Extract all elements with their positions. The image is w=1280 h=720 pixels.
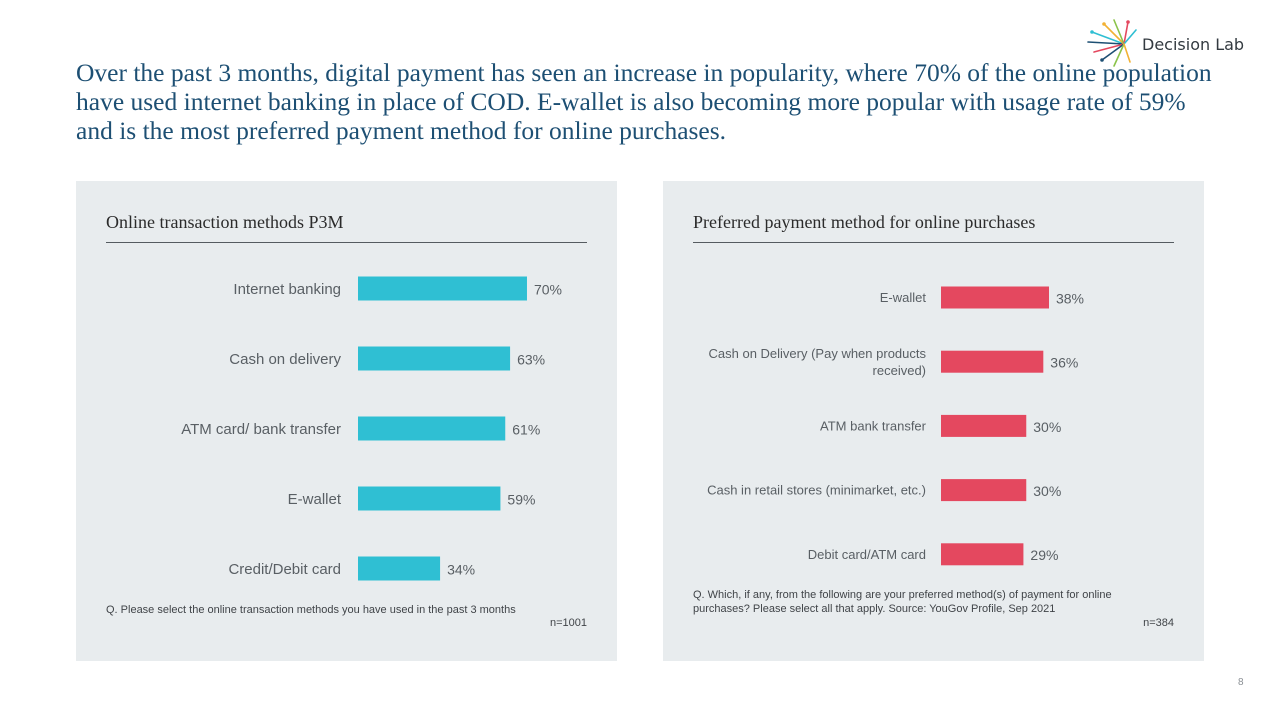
- category-label: Internet banking: [233, 281, 341, 298]
- right-bar-chart: E-wallet 38% Cash on Delivery (Pay when pr…: [707, 286, 1084, 566]
- bar: [358, 416, 506, 441]
- right-chart-panel: Preferred payment method for online purc…: [663, 181, 1204, 661]
- category-label: E-wallet: [880, 290, 927, 305]
- headline: Over the past 3 months, digital payment …: [76, 58, 1212, 145]
- bar: [941, 543, 1024, 566]
- logo-text: Decision Lab: [1142, 35, 1245, 54]
- bar: [941, 479, 1027, 502]
- bar: [941, 414, 1027, 437]
- category-label: Cash on delivery: [229, 351, 341, 368]
- left-chart-title: Online transaction methods P3M: [106, 212, 587, 243]
- value-label: 34%: [447, 561, 475, 577]
- value-label: 59%: [507, 491, 535, 507]
- right-footnote: Q. Which, if any, from the following are…: [693, 589, 1112, 615]
- value-label: 38%: [1056, 290, 1084, 306]
- category-label: Cash on Delivery (Pay when products recei…: [709, 346, 927, 378]
- value-label: 30%: [1033, 483, 1061, 499]
- value-label: 30%: [1033, 419, 1061, 435]
- value-label: 29%: [1030, 547, 1058, 563]
- category-label: Credit/Debit card: [228, 561, 341, 578]
- bar: [358, 276, 527, 301]
- value-label: 70%: [534, 281, 562, 297]
- bar: [358, 346, 511, 371]
- category-label: ATM bank transfer: [820, 418, 927, 433]
- page-number: 8: [1238, 677, 1244, 688]
- bar: [358, 556, 441, 581]
- bar: [358, 486, 501, 511]
- value-label: 63%: [517, 351, 545, 367]
- category-label: Debit card/ATM card: [808, 547, 926, 562]
- bar: [941, 286, 1049, 309]
- left-bar-chart: Internet banking 70% Cash on delivery 63% AT…: [181, 276, 562, 581]
- left-chart-panel: Online transaction methods P3M Internet …: [76, 181, 617, 661]
- value-label: 36%: [1050, 355, 1078, 371]
- right-chart-title: Preferred payment method for online purc…: [693, 212, 1174, 243]
- starburst-logo-icon: [1087, 19, 1137, 67]
- right-sample-size: n=384: [1143, 617, 1174, 629]
- category-label: E-wallet: [288, 491, 342, 508]
- left-sample-size: n=1001: [549, 617, 587, 629]
- category-label: ATM card/ bank transfer: [181, 421, 341, 438]
- bar: [941, 350, 1044, 373]
- left-footnote: Q. Please select the online transaction …: [106, 604, 516, 616]
- category-label: Cash in retail stores (minimarket, etc.): [707, 483, 926, 498]
- value-label: 61%: [512, 421, 540, 437]
